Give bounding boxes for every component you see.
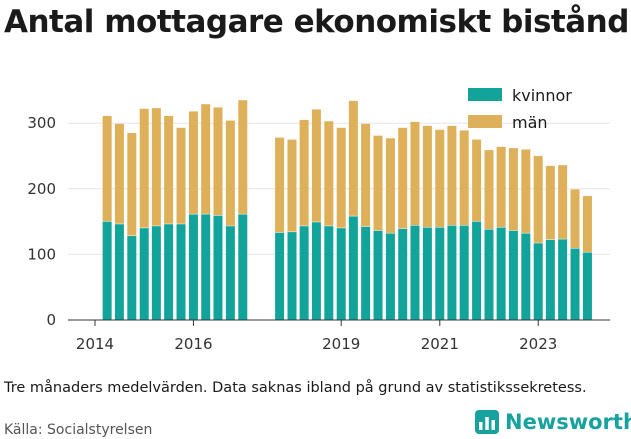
bar-kvinnor xyxy=(287,232,297,320)
x-tick-label: 2014 xyxy=(76,335,114,353)
bar-man xyxy=(545,165,555,240)
bar-man xyxy=(385,138,395,233)
bar-kvinnor xyxy=(139,228,149,320)
bar-man xyxy=(422,125,432,228)
bar-man xyxy=(508,148,518,231)
bar-man xyxy=(459,130,469,226)
bar-man xyxy=(201,104,211,214)
bar-kvinnor xyxy=(188,214,198,320)
bar-kvinnor xyxy=(508,230,518,320)
brand-name: Newsworthy xyxy=(505,410,631,434)
bar-kvinnor xyxy=(299,226,309,320)
bar-man xyxy=(114,123,124,224)
bar-man xyxy=(533,156,543,243)
legend-swatch-man xyxy=(468,115,502,128)
bar-man xyxy=(447,125,457,226)
bar-man xyxy=(299,119,309,226)
bar-man xyxy=(102,115,112,222)
bar-man xyxy=(496,146,506,228)
bar-chart-logo-icon xyxy=(475,410,499,434)
legend-label-man: män xyxy=(512,113,548,132)
bar-man xyxy=(176,127,186,224)
bar-kvinnor xyxy=(361,226,371,320)
bar-man xyxy=(336,127,346,228)
bar-kvinnor xyxy=(533,243,543,320)
bar-kvinnor xyxy=(484,229,494,320)
bar-man xyxy=(410,121,420,226)
bar-kvinnor xyxy=(238,214,248,320)
bar-kvinnor xyxy=(558,239,568,320)
source-text: Källa: Socialstyrelsen xyxy=(4,422,153,438)
y-tick-label: 100 xyxy=(27,245,56,263)
bar-kvinnor xyxy=(275,232,285,320)
bar-man xyxy=(164,115,174,224)
bar-man xyxy=(398,127,408,229)
bar-kvinnor xyxy=(398,228,408,320)
bar-kvinnor xyxy=(348,216,358,320)
x-tick-label: 2016 xyxy=(174,335,212,353)
bar-kvinnor xyxy=(225,226,235,320)
bar-man xyxy=(311,109,321,222)
brand-logo: Newsworthy xyxy=(475,410,631,434)
bar-kvinnor xyxy=(447,225,457,320)
bar-man xyxy=(324,121,334,226)
bar-kvinnor xyxy=(472,221,482,320)
bar-man xyxy=(225,120,235,226)
bar-kvinnor xyxy=(410,225,420,320)
bar-kvinnor xyxy=(201,214,211,320)
bar-kvinnor xyxy=(373,230,383,320)
bar-man xyxy=(348,100,358,216)
bar-kvinnor xyxy=(114,224,124,320)
bar-kvinnor xyxy=(545,239,555,320)
bar-man xyxy=(373,135,383,231)
y-tick-label: 200 xyxy=(27,180,56,198)
bar-man xyxy=(521,149,531,233)
bar-kvinnor xyxy=(127,236,137,320)
bar-man xyxy=(435,129,445,228)
bar-kvinnor xyxy=(336,228,346,320)
chart-title: Antal mottagare ekonomiskt bistånd xyxy=(4,4,629,40)
bar-kvinnor xyxy=(176,224,186,320)
bar-kvinnor xyxy=(570,248,580,320)
bar-man xyxy=(558,165,568,239)
bar-kvinnor xyxy=(311,222,321,320)
legend-swatch-kvinnor xyxy=(468,88,502,101)
bar-kvinnor xyxy=(102,221,112,320)
bar-man xyxy=(287,139,297,232)
bar-kvinnor xyxy=(213,215,223,320)
bar-man xyxy=(472,139,482,222)
x-tick-label: 2023 xyxy=(519,335,557,353)
bar-man xyxy=(213,107,223,216)
bar-man xyxy=(361,123,371,227)
y-tick-label: 0 xyxy=(46,311,56,329)
bar-kvinnor xyxy=(164,224,174,320)
chart-note: Tre månaders medelvärden. Data saknas ib… xyxy=(4,380,587,396)
bar-kvinnor xyxy=(435,227,445,320)
bar-kvinnor xyxy=(324,226,334,320)
bar-man xyxy=(275,137,285,233)
bar-kvinnor xyxy=(521,233,531,320)
x-tick-label: 2019 xyxy=(322,335,360,353)
bar-kvinnor xyxy=(422,227,432,320)
bar-man xyxy=(188,111,198,214)
bar-kvinnor xyxy=(151,226,161,320)
bar-man xyxy=(127,133,137,236)
bar-man xyxy=(582,196,592,252)
y-tick-label: 300 xyxy=(27,114,56,132)
bar-man xyxy=(238,100,248,214)
bar-man xyxy=(151,108,161,226)
bar-man xyxy=(570,189,580,248)
x-tick-label: 2021 xyxy=(421,335,459,353)
bar-man xyxy=(139,108,149,228)
bar-kvinnor xyxy=(496,227,506,320)
bar-man xyxy=(484,150,494,229)
legend-label-kvinnor: kvinnor xyxy=(512,86,572,105)
bar-kvinnor xyxy=(459,225,469,320)
bar-kvinnor xyxy=(582,252,592,320)
bar-kvinnor xyxy=(385,233,395,320)
